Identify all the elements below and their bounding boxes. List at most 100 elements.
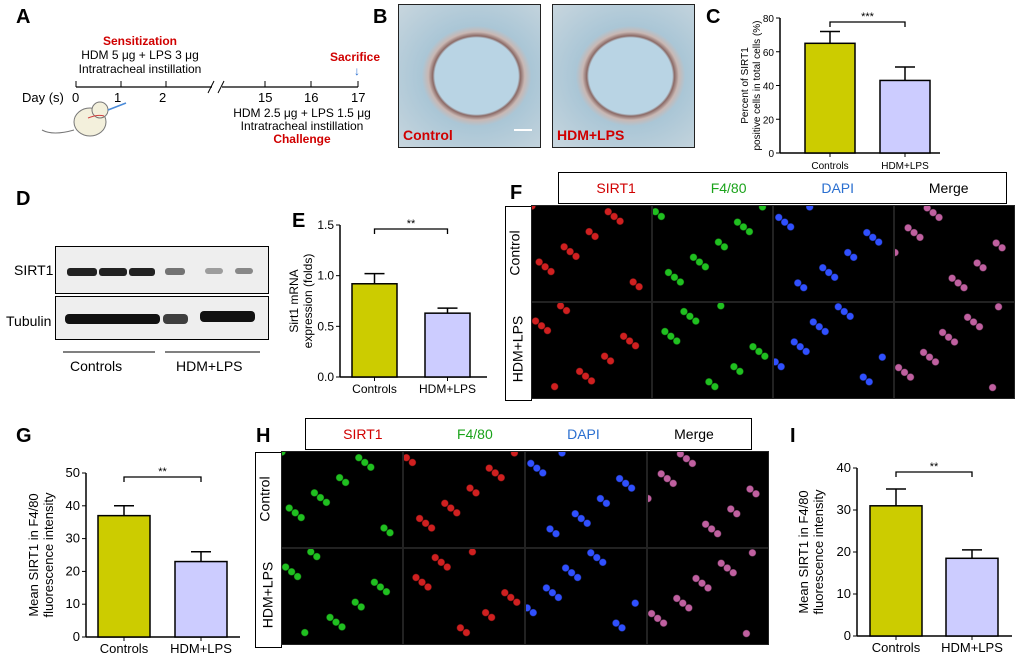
blot-label-sirt1: SIRT1	[14, 262, 54, 278]
y-tick-label: 1.5	[317, 218, 334, 232]
x-tick-label: Controls	[100, 641, 149, 656]
histology-control-image: Control	[398, 4, 541, 148]
stain-f-image-row2-col4	[894, 302, 1015, 399]
challenge-route: Intratracheal instillation	[240, 119, 364, 133]
y-tick-label: 20	[66, 563, 80, 578]
day-tick: 2	[159, 90, 167, 105]
day-tick: 1	[114, 90, 122, 105]
group-label-hdm: HDM+LPS	[176, 358, 243, 374]
timeline-axis	[75, 80, 359, 94]
y-axis-label: Mean SIRT1 in F4/80	[796, 490, 811, 613]
stain-h-image-row2-col2	[403, 548, 525, 645]
channel-dapi: DAPI	[821, 180, 855, 196]
significance-marker: **	[930, 461, 939, 473]
day-tick: 16	[304, 90, 319, 105]
stain-h-image-row1-col1	[281, 451, 403, 548]
stain-h-image-row1-col3	[525, 451, 647, 548]
panel-label-f: F	[510, 182, 523, 204]
y-axis-label: Sirt1 mRNA	[287, 269, 301, 332]
y-axis-label: Mean SIRT1 in F4/80	[26, 493, 41, 616]
y-tick-label: 0	[844, 628, 851, 643]
y-tick-label: 20	[837, 544, 851, 559]
blot-label-tubulin: Tubulin	[6, 313, 52, 329]
x-tick-label: Controls	[352, 382, 397, 396]
y-axis-label: fluorescence intensity	[41, 492, 56, 618]
y-tick-label: 0	[768, 149, 774, 160]
x-tick-label: HDM+LPS	[170, 641, 232, 656]
day-axis-label: Day (s)	[22, 90, 64, 105]
panel-label-d: D	[16, 188, 31, 210]
channel-dapi: DAPI	[567, 426, 600, 442]
y-axis-label: positive cells in total cells (%)	[752, 20, 763, 150]
bar-controls	[97, 514, 151, 638]
panel-label-i: I	[790, 425, 796, 447]
histology-hdm-label: HDM+LPS	[557, 127, 625, 143]
x-tick-label: Controls	[872, 640, 921, 655]
significance-marker: ***	[861, 11, 875, 23]
stain-h-image-row1-col4	[647, 451, 769, 548]
bar-hdmlps	[945, 557, 999, 637]
y-tick-label: 60	[763, 48, 775, 59]
y-tick-label: 20	[763, 115, 775, 126]
channel-merge: Merge	[674, 426, 714, 442]
x-tick-label: Controls	[811, 161, 848, 172]
sensitization-label: Sensitization	[102, 34, 177, 48]
scale-bar	[514, 129, 532, 131]
bar-hdmlps	[879, 79, 931, 154]
significance-bracket	[829, 21, 906, 27]
y-axis-label: fluorescence intensity	[811, 489, 826, 615]
y-tick-label: 80	[763, 14, 775, 25]
stain-f-image-row1-col3	[773, 205, 894, 302]
significance-bracket	[373, 228, 449, 234]
stain-f-image-row1-col2	[652, 205, 773, 302]
challenge-label: Challenge	[273, 132, 331, 146]
stain-f-image-row2-col3	[773, 302, 894, 399]
channel-f4-80: F4/80	[456, 426, 493, 442]
y-tick-label: 0	[73, 629, 80, 644]
y-tick-label: 40	[66, 498, 80, 513]
y-tick-label: 40	[837, 460, 851, 475]
group-label-controls: Controls	[70, 358, 123, 374]
y-axis-label: expression (folds)	[301, 254, 315, 349]
y-tick-label: 50	[66, 465, 80, 480]
histology-hdm-image: HDM+LPS	[552, 4, 695, 148]
x-tick-label: HDM+LPS	[419, 382, 476, 396]
significance-bracket	[123, 476, 202, 482]
bar-controls	[351, 283, 398, 378]
stain-f-image-row2-col1	[531, 302, 652, 399]
y-tick-label: 0.0	[317, 370, 334, 384]
channel-merge: Merge	[928, 180, 969, 196]
y-tick-label: 0.5	[317, 319, 334, 333]
channel-sirt1: SIRT1	[596, 180, 636, 196]
sensitization-route: Intratracheal instillation	[78, 62, 202, 76]
blot-image	[55, 246, 269, 340]
y-tick-label: 10	[66, 596, 80, 611]
panel-label-e: E	[292, 210, 306, 232]
stain-f-image-row2-col2	[652, 302, 773, 399]
sensitization-dose: HDM 5 μg + LPS 3 μg	[81, 48, 199, 62]
day-tick: 15	[258, 90, 273, 105]
stain-h-image-row1-col2	[403, 451, 525, 548]
y-tick-label: 1.0	[317, 269, 334, 283]
stain-f-image-row1-col4	[894, 205, 1015, 302]
stain-f-image-row1-col1	[531, 205, 652, 302]
arrow-down-icon: ↓	[354, 64, 360, 78]
y-tick-label: 40	[763, 82, 775, 93]
stain-h-header: SIRT1 F4/80 DAPI Merge	[305, 418, 752, 450]
challenge-dose: HDM 2.5 μg + LPS 1.5 μg	[233, 106, 371, 120]
stain-h-image-row2-col1	[281, 548, 403, 645]
day-tick: 17	[351, 90, 366, 105]
stain-h-image-row2-col4	[647, 548, 769, 645]
bar-controls	[869, 505, 923, 637]
bar-hdmlps	[174, 560, 228, 638]
panel-label-c: C	[706, 6, 721, 28]
y-tick-label: 30	[837, 502, 851, 517]
bar-controls	[804, 42, 856, 154]
significance-marker: **	[407, 218, 416, 230]
stain-h-image-row2-col3	[525, 548, 647, 645]
significance-marker: **	[158, 466, 167, 478]
panel-label-b: B	[373, 6, 388, 28]
sacrifice-label: Sacrifice	[329, 50, 381, 64]
histology-control-label: Control	[403, 127, 453, 143]
